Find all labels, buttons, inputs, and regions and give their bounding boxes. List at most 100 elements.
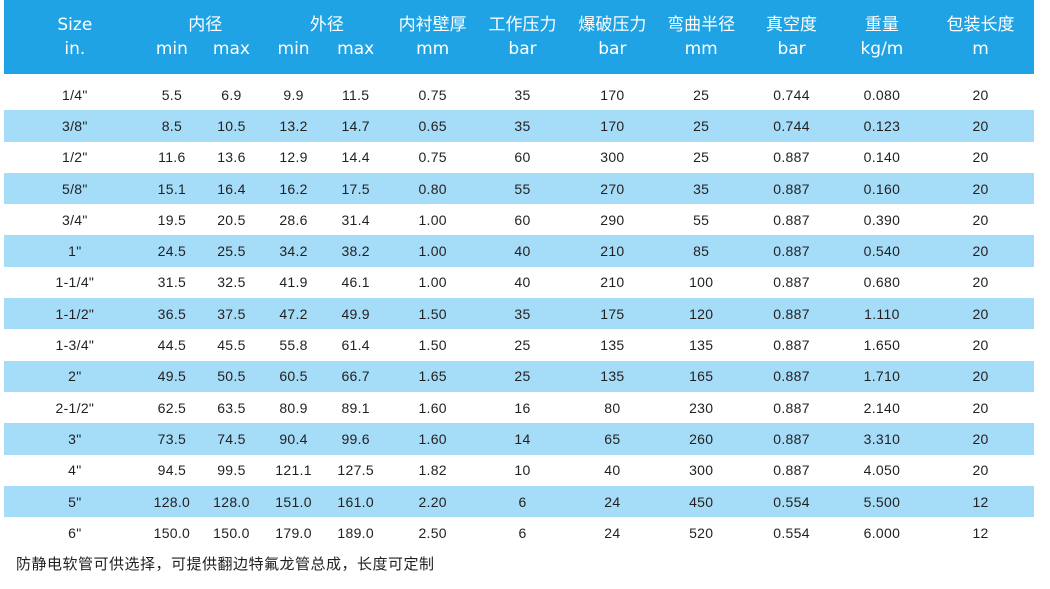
cell-liner-wall: 1.00	[389, 235, 477, 267]
cell-liner-wall: 1.60	[389, 391, 477, 424]
cell-id-min: 19.5	[145, 204, 199, 236]
table-row: 1-3/4" 44.5 45.5 55.8 61.4 1.50 25 135 135 0.887 1…	[4, 329, 1034, 361]
table-row: 3" 73.5 74.5 90.4 99.6 1.60 14 65 260 0.887 3.310 2…	[4, 423, 1034, 455]
cell-id-max: 74.5	[198, 423, 265, 455]
table-header: Size 内径 外径 内衬壁厚 工作压力 爆破压力 弯曲半径 真空度 重量 包装…	[4, 0, 1034, 74]
cell-id-min: 44.5	[145, 329, 199, 361]
cell-working-pressure: 10	[476, 454, 569, 486]
cell-liner-wall: 0.75	[389, 141, 477, 173]
header-bend-radius: 弯曲半径	[656, 0, 747, 37]
cell-id-max: 150.0	[198, 517, 265, 549]
cell-weight: 0.160	[836, 172, 928, 205]
cell-od-min: 28.6	[264, 204, 323, 236]
cell-liner-wall: 1.00	[389, 204, 477, 236]
cell-vacuum: 0.887	[746, 141, 837, 173]
cell-bend-radius: 25	[656, 141, 747, 173]
cell-weight: 0.680	[836, 266, 928, 299]
cell-liner-wall: 0.75	[389, 79, 477, 111]
hose-spec-table: Size 内径 外径 内衬壁厚 工作压力 爆破压力 弯曲半径 真空度 重量 包装…	[4, 0, 1034, 549]
cell-burst-pressure: 80	[568, 391, 657, 424]
footnote: 防静电软管可供选择，可提供翻边特氟龙管总成，长度可定制	[16, 555, 435, 573]
cell-size: 2"	[4, 360, 146, 392]
cell-od-max: 66.7	[322, 360, 390, 392]
cell-package-length: 20	[927, 235, 1034, 267]
cell-bend-radius: 35	[656, 172, 747, 205]
cell-size: 1-1/2"	[4, 298, 146, 330]
cell-id-min: 128.0	[145, 485, 199, 518]
cell-od-min: 179.0	[264, 517, 323, 549]
table-row: 1" 24.5 25.5 34.2 38.2 1.00 40 210 85 0.887 0.540 2…	[4, 235, 1034, 267]
cell-burst-pressure: 135	[568, 360, 657, 392]
cell-id-max: 32.5	[198, 266, 265, 299]
cell-od-max: 89.1	[322, 391, 390, 424]
header-id-min: min	[145, 37, 199, 74]
cell-working-pressure: 40	[476, 235, 569, 267]
header-vacuum: 真空度	[746, 0, 837, 37]
cell-burst-pressure: 270	[568, 172, 657, 205]
cell-burst-pressure: 170	[568, 110, 657, 142]
header-working-pressure: 工作压力	[476, 0, 569, 37]
header-working-pressure-unit: bar	[476, 37, 569, 74]
table-row: 1-1/2" 36.5 37.5 47.2 49.9 1.50 35 175 120 0.887 1…	[4, 298, 1034, 330]
header-weight: 重量	[836, 0, 928, 37]
cell-od-max: 17.5	[322, 172, 390, 205]
cell-bend-radius: 450	[656, 485, 747, 518]
table-row: 1/4" 5.5 6.9 9.9 11.5 0.75 35 170 25 0.744 0.080 20	[4, 79, 1034, 111]
cell-package-length: 20	[927, 204, 1034, 236]
cell-od-max: 14.4	[322, 141, 390, 173]
cell-weight: 5.500	[836, 485, 928, 518]
cell-liner-wall: 1.65	[389, 360, 477, 392]
cell-size: 5"	[4, 485, 146, 518]
cell-vacuum: 0.887	[746, 329, 837, 361]
cell-od-min: 9.9	[264, 79, 323, 111]
cell-id-min: 49.5	[145, 360, 199, 392]
header-bend-radius-unit: mm	[656, 37, 747, 74]
cell-od-min: 41.9	[264, 266, 323, 299]
header-od-max: max	[322, 37, 390, 74]
cell-working-pressure: 35	[476, 298, 569, 330]
cell-bend-radius: 100	[656, 266, 747, 299]
cell-vacuum: 0.887	[746, 423, 837, 455]
cell-working-pressure: 35	[476, 79, 569, 111]
cell-weight: 2.140	[836, 391, 928, 424]
cell-weight: 0.540	[836, 235, 928, 267]
header-inner-diameter: 内径	[145, 0, 265, 37]
cell-liner-wall: 2.50	[389, 517, 477, 549]
cell-id-max: 25.5	[198, 235, 265, 267]
cell-weight: 1.650	[836, 329, 928, 361]
cell-id-min: 11.6	[145, 141, 199, 173]
cell-package-length: 20	[927, 298, 1034, 330]
cell-vacuum: 0.887	[746, 266, 837, 299]
cell-burst-pressure: 175	[568, 298, 657, 330]
cell-bend-radius: 520	[656, 517, 747, 549]
cell-working-pressure: 35	[476, 110, 569, 142]
cell-size: 1-1/4"	[4, 266, 146, 299]
cell-bend-radius: 120	[656, 298, 747, 330]
cell-working-pressure: 25	[476, 360, 569, 392]
cell-bend-radius: 260	[656, 423, 747, 455]
header-od-min: min	[264, 37, 323, 74]
cell-od-max: 49.9	[322, 298, 390, 330]
cell-package-length: 12	[927, 485, 1034, 518]
cell-weight: 0.390	[836, 204, 928, 236]
cell-od-min: 90.4	[264, 423, 323, 455]
cell-od-max: 46.1	[322, 266, 390, 299]
cell-burst-pressure: 135	[568, 329, 657, 361]
cell-bend-radius: 85	[656, 235, 747, 267]
cell-package-length: 20	[927, 391, 1034, 424]
cell-od-max: 161.0	[322, 485, 390, 518]
cell-id-min: 24.5	[145, 235, 199, 267]
cell-burst-pressure: 300	[568, 141, 657, 173]
cell-vacuum: 0.887	[746, 454, 837, 486]
cell-id-max: 99.5	[198, 454, 265, 486]
header-burst-pressure-unit: bar	[568, 37, 657, 74]
cell-burst-pressure: 210	[568, 235, 657, 267]
cell-size: 3/8"	[4, 110, 146, 142]
cell-bend-radius: 300	[656, 454, 747, 486]
cell-weight: 6.000	[836, 517, 928, 549]
cell-size: 1/4"	[4, 79, 146, 111]
cell-size: 4"	[4, 454, 146, 486]
cell-od-min: 13.2	[264, 110, 323, 142]
cell-id-max: 37.5	[198, 298, 265, 330]
cell-working-pressure: 14	[476, 423, 569, 455]
